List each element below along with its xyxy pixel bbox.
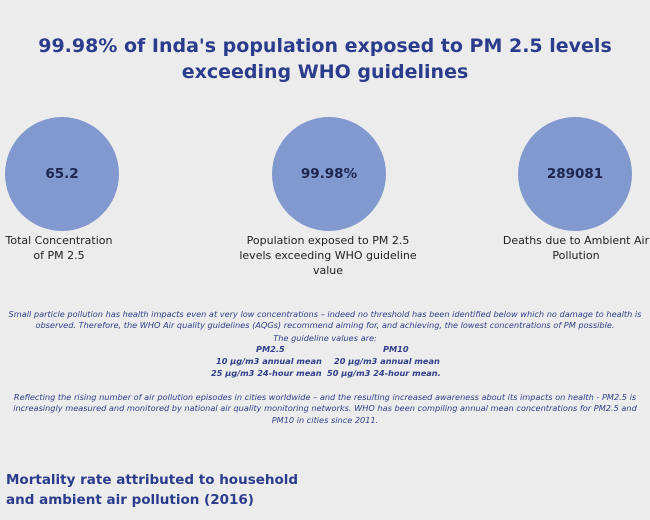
section-title-mortality: Mortality rate attributed to household a… xyxy=(6,472,299,508)
kpi-label-deaths: Deaths due to Ambient Air Pollution xyxy=(502,234,650,262)
pm10-label: PM10 xyxy=(383,344,409,354)
guideline-values: PM2.5 PM10 10 μg/m3 annual mean 20 μg/m3… xyxy=(0,344,650,392)
guideline-heading: The guideline values are: xyxy=(273,333,377,343)
kpi-circle-concentration[interactable]: 65.2 xyxy=(5,117,119,231)
pm10-24h-value: 50 μg/m3 24-hour mean. xyxy=(327,368,441,378)
kpi-circle-population-exposed[interactable]: 99.98% xyxy=(272,117,386,231)
pm25-label: PM2.5 xyxy=(256,344,285,354)
kpi-circle-deaths[interactable]: 289081 xyxy=(518,117,632,231)
kpi-value-population-exposed: 99.98% xyxy=(300,166,358,182)
kpi-label-concentration: Total Concentration of PM 2.5 xyxy=(5,234,113,262)
pm25-24h-value: 25 μg/m3 24-hour mean xyxy=(211,368,322,378)
kpi-label-population-exposed: Population exposed to PM 2.5 levels exce… xyxy=(239,234,417,277)
notes-paragraph-1: Small particle pollution has health impa… xyxy=(8,309,642,331)
pm10-annual-value: 20 μg/m3 annual mean xyxy=(334,356,440,366)
kpi-value-concentration: 65.2 xyxy=(45,166,79,182)
page-title: 99.98% of Inda's population exposed to P… xyxy=(38,35,612,83)
kpi-value-deaths: 289081 xyxy=(546,166,604,182)
pm25-annual-value: 10 μg/m3 annual mean xyxy=(216,356,322,366)
notes-paragraph-2: Reflecting the rising number of air poll… xyxy=(13,392,637,425)
